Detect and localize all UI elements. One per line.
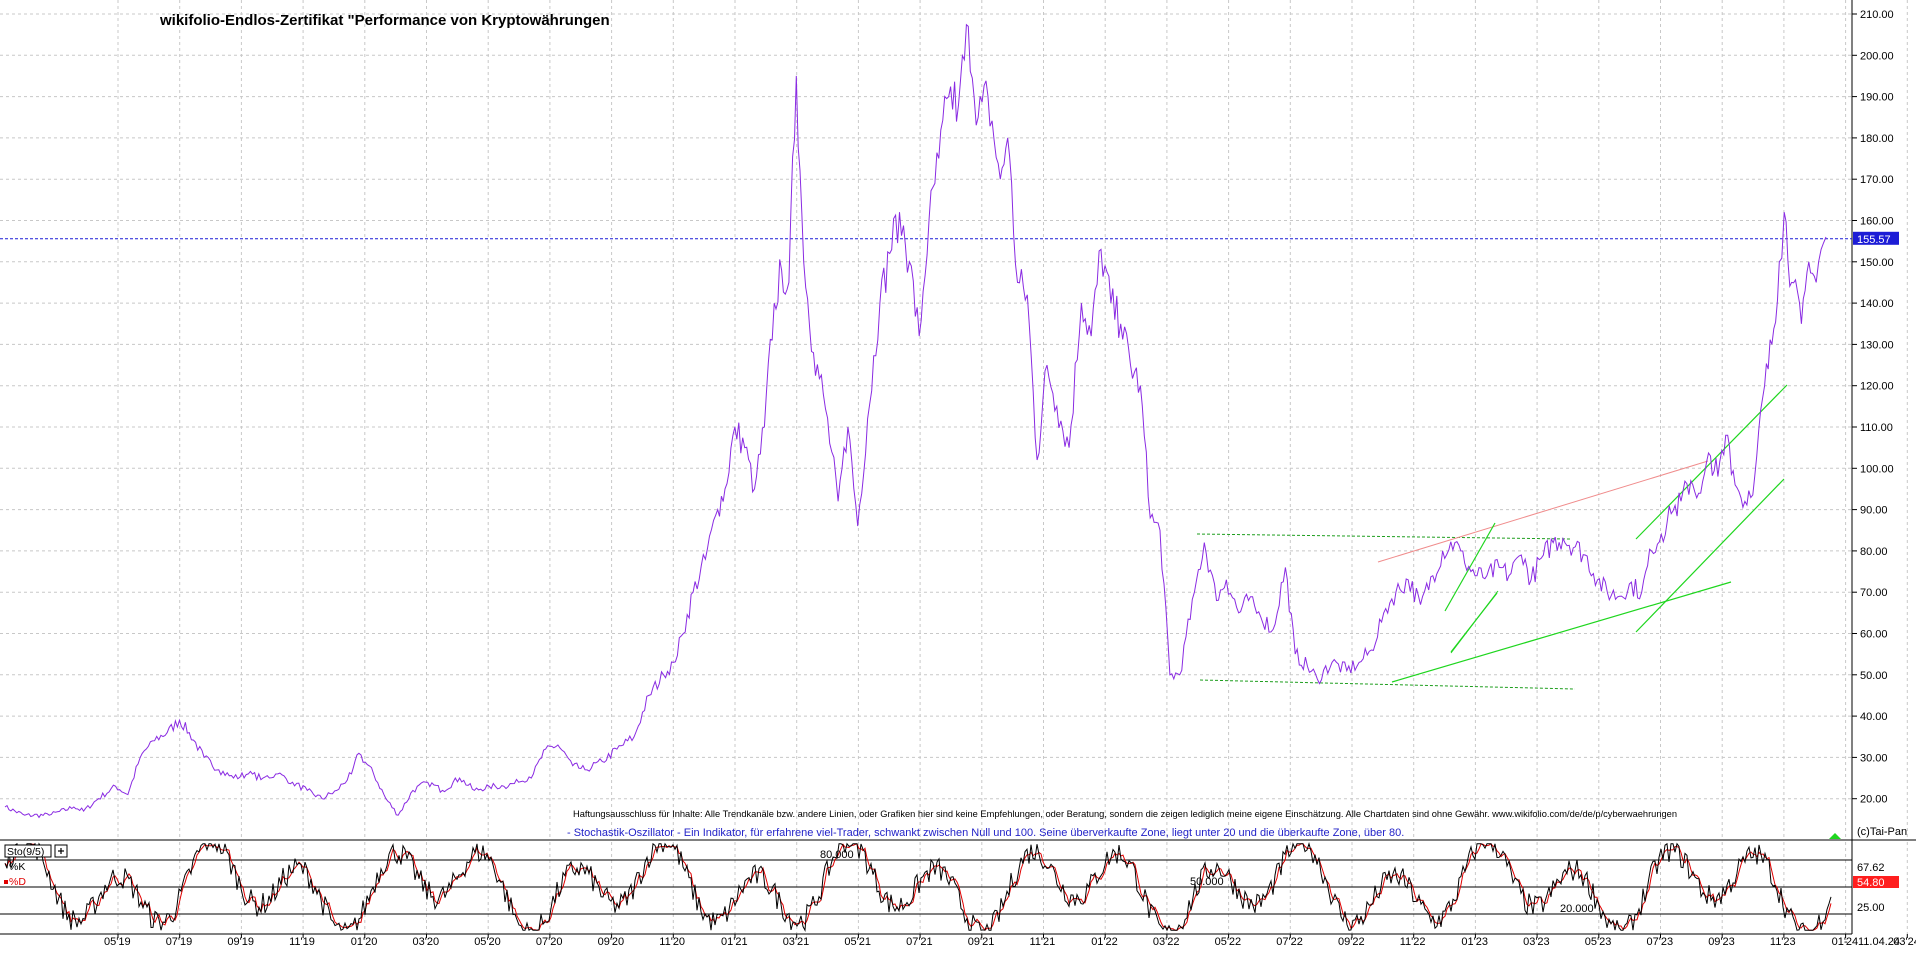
x-tick-label: 05'23 (1585, 936, 1612, 948)
k-legend-label: %K (9, 861, 25, 873)
x-scroll-dash[interactable]: - (1844, 936, 1848, 948)
overbought-zone-label: 80.000 (820, 849, 854, 861)
x-tick-label: 03'22 (1153, 936, 1180, 948)
y-tick-label: 30.00 (1860, 752, 1888, 764)
chart-title: wikifolio-Endlos-Zertifikat "Performance… (159, 12, 610, 29)
k-value-text: 67.62 (1857, 862, 1885, 874)
k-line (4, 842, 1832, 932)
x-tick-label: 01'24 (1832, 936, 1859, 948)
x-tick-label: 09'20 (598, 936, 625, 948)
indicator-description: - Stochastik-Oszillator - Ein Indikator,… (567, 827, 1404, 839)
y-tick-label: 170.00 (1860, 174, 1894, 186)
trend-channel-2023-lower (1444, 522, 1496, 612)
x-tick-label: 05'21 (844, 936, 871, 948)
y-tick-label: 120.00 (1860, 381, 1894, 393)
x-tick-label: 03'24 (1893, 936, 1916, 948)
oversold-zone-label: 20.000 (1560, 903, 1594, 915)
y-tick-label: 190.00 (1860, 92, 1894, 104)
x-tick-label: 11'21 (1030, 936, 1056, 948)
oscillator-series (4, 842, 1832, 932)
last-value-text: 155.57 (1857, 234, 1891, 246)
trend-line-red (1377, 460, 1709, 563)
copyright-label: (c)Tai-Pan (1857, 826, 1907, 838)
osc-axis-label-25: 25.00 (1857, 902, 1885, 914)
y-tick-label: 80.00 (1860, 546, 1888, 558)
trend-channel-2024-lower (1635, 478, 1785, 633)
k-value-badge (1853, 861, 1899, 873)
x-tick-label: 11'19 (289, 936, 315, 948)
trend-support-green (1391, 581, 1732, 683)
x-tick-label: 07'19 (166, 936, 193, 948)
d-value-text: 54.80 (1857, 877, 1885, 889)
y-tick-label: 130.00 (1860, 339, 1894, 351)
y-tick-label: 20.00 (1860, 794, 1888, 806)
x-tick-label: 11'23 (1770, 936, 1796, 948)
x-tick-label: 11'20 (659, 936, 685, 948)
last-value-badge: 155.57 (1853, 231, 1899, 246)
trend-channel-2023-upper-b (1450, 590, 1499, 654)
x-tick-label: 07'20 (536, 936, 563, 948)
d-value-badge (1853, 876, 1899, 888)
x-tick-label: 03'20 (413, 936, 440, 948)
x-tick-label: 09'21 (968, 936, 995, 948)
x-tick-label: 01'20 (351, 936, 378, 948)
y-tick-label: 110.00 (1860, 422, 1893, 434)
price-line (4, 23, 1827, 819)
y-tick-label: 50.00 (1860, 670, 1888, 682)
x-tick-label: 11'22 (1400, 936, 1426, 948)
y-tick-label: 160.00 (1860, 216, 1894, 228)
midline-zone-label: 50.000 (1190, 876, 1224, 888)
x-tick-label: 07'23 (1647, 936, 1674, 948)
y-tick-label: 40.00 (1860, 711, 1888, 723)
y-tick-label: 100.00 (1860, 463, 1894, 475)
y-tick-label: 60.00 (1860, 629, 1888, 641)
x-tick-label: 07'22 (1276, 936, 1303, 948)
y-tick-label: 210.00 (1860, 9, 1894, 21)
x-tick-label: 05'22 (1215, 936, 1242, 948)
y-tick-label: 140.00 (1860, 298, 1894, 310)
x-tick-label: 01'21 (721, 936, 748, 948)
disclaimer-text: Haftungsausschluss für Inhalte: Alle Tre… (573, 809, 1677, 819)
x-tick-label: 01'23 (1461, 936, 1488, 948)
y-tick-label: 150.00 (1860, 257, 1894, 269)
price-series (4, 23, 1827, 819)
x-tick-label: 05'19 (104, 936, 131, 948)
trend-channel-top-dotted (1196, 533, 1571, 540)
x-tick-label: 01'22 (1091, 936, 1118, 948)
scroll-marker-icon (1829, 833, 1841, 839)
oscillator-legend: Sto(9/5) %K %D (4, 844, 68, 888)
indicator-name: Sto(9/5) (7, 846, 44, 858)
x-end-date-label: 11.04.24 (1858, 936, 1900, 948)
y-tick-label: 70.00 (1860, 587, 1888, 599)
x-tick-label: 07'21 (906, 936, 933, 948)
y-tick-label: 180.00 (1860, 133, 1894, 145)
x-tick-label: 03'21 (783, 936, 810, 948)
d-legend-marker (4, 880, 8, 884)
trend-channel-bottom-dotted (1199, 679, 1576, 690)
indicator-name-box[interactable] (4, 844, 52, 858)
x-tick-label: 09'22 (1338, 936, 1365, 948)
d-legend-label: %D (9, 876, 26, 888)
x-tick-label: 05'20 (474, 936, 501, 948)
x-tick-label: 03'23 (1523, 936, 1550, 948)
x-tick-label: 09'19 (227, 936, 254, 948)
y-tick-label: 90.00 (1860, 505, 1888, 517)
time-axis-labels: 05'19 07'19 09'19 11'19 01'20 03'20 05'20 07'20… (104, 934, 1916, 948)
x-tick-label: 09'23 (1708, 936, 1735, 948)
y-tick-label: 200.00 (1860, 50, 1894, 62)
price-axis-labels: 20.00 30.00 40.00 50.00 60.00 70.00 80.00 90.00… (1852, 9, 1894, 806)
